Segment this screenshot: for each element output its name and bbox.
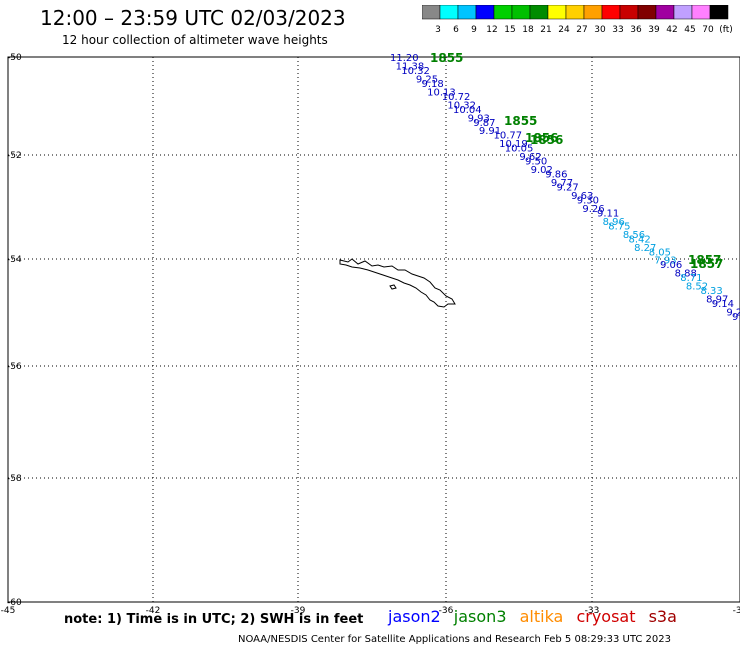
colorbar-label: 70 (702, 25, 714, 35)
legend-jason2: jason2 (388, 607, 441, 626)
wave-height-label: 8.27 (634, 243, 656, 254)
pass-time-label: 1855 (430, 51, 463, 65)
wave-height-label: 9.93 (468, 113, 490, 124)
wave-height-label: 7.93 (654, 256, 676, 267)
axis-labels: -50 -52 -54 -56 -58 -60-45 -42 -39 -36 -33 -30 (1, 53, 740, 616)
longitude-label: -39 (291, 606, 306, 616)
wave-height-label: 8.97 (706, 295, 728, 306)
wave-height-label: 9.25 (416, 74, 438, 85)
wave-height-label: 8.96 (603, 217, 625, 228)
colorbar-swatch (709, 5, 729, 20)
wave-height-colorbar: 3 6 9 12 15 18 21 24 27 30 33 36 39 42 45 70 (ft) (422, 5, 733, 35)
wave-height-label: 9.77 (551, 178, 573, 189)
pass-time-label: 1856 (525, 131, 558, 145)
colorbar-label: 45 (684, 25, 695, 35)
wave-height-label: 10.77 (494, 131, 523, 142)
wave-height-label: 9.11 (597, 208, 619, 219)
colorbar-label: 24 (558, 25, 570, 35)
wave-height-label: 10.72 (442, 92, 471, 103)
colorbar-label: 36 (630, 25, 642, 35)
colorbar-label: 39 (648, 25, 660, 35)
wave-height-label: 8.52 (686, 282, 708, 293)
wave-height-label: 10.13 (427, 87, 456, 98)
longitude-label: -45 (1, 606, 16, 616)
wave-height-label: 9.30 (577, 195, 599, 206)
wave-height-label: 11.38 (396, 61, 425, 72)
wave-height-label: 9.41 (732, 312, 740, 323)
wave-height-label: 8.05 (649, 247, 671, 258)
satellite-legend: jason2 jason3 altika cryosat s3a (388, 607, 685, 626)
graticule (7, 56, 740, 603)
colorbar-label: 12 (486, 25, 497, 35)
latitude-label: -52 (7, 151, 22, 161)
legend-altika: altika (519, 607, 564, 626)
colorbar-label: 6 (453, 25, 459, 35)
colorbar-label: 3 (435, 25, 441, 35)
wave-height-label: 8.42 (629, 234, 651, 245)
colorbar-label: 9 (471, 25, 477, 35)
wave-height-label: 10.32 (401, 66, 430, 77)
pass-time-label: 1857 (690, 257, 723, 271)
legend-cryosat: cryosat (576, 607, 636, 626)
longitude-label: -30 (733, 606, 740, 616)
colorbar-label: 42 (666, 25, 677, 35)
wave-height-label: 9.26 (582, 204, 604, 215)
legend-jason3: jason3 (453, 607, 507, 626)
colorbar-label: 18 (522, 25, 534, 35)
longitude-label: -36 (439, 606, 454, 616)
longitude-label: -33 (585, 606, 600, 616)
wave-height-label: 9.87 (473, 118, 495, 129)
colorbar-label: 33 (612, 25, 623, 35)
wave-height-label: 8.56 (623, 230, 645, 241)
colorbar-label: 21 (540, 25, 551, 35)
latitude-label: -56 (7, 362, 22, 372)
south-georgia-coastline (339, 258, 456, 308)
south-georgia-island-outline (339, 258, 456, 308)
wave-height-label: 9.63 (571, 191, 593, 202)
wave-height-label: 9.86 (545, 170, 567, 181)
wave-height-label: 11.20 (390, 53, 419, 64)
footer-note: note: 1) Time is in UTC; 2) SWH is in fe… (64, 612, 364, 627)
latitude-label: -60 (7, 598, 22, 608)
pass-time-label: 1855 (504, 114, 537, 128)
map-frame (7, 56, 740, 603)
wave-height-label: 8.75 (608, 221, 630, 232)
wave-height-label: 10.19 (499, 139, 528, 150)
wave-height-label: 10.32 (447, 100, 476, 111)
colorbar-label: 15 (504, 25, 515, 35)
footer-credit: NOAA/NESDIS Center for Satellite Applica… (238, 634, 671, 645)
page-subtitle: 12 hour collection of altimeter wave hei… (62, 33, 328, 47)
wave-height-label: 10.04 (453, 105, 482, 116)
wave-height-label: 9.62 (519, 152, 541, 163)
wave-height-label: 9.14 (712, 299, 734, 310)
wave-height-label: 9.50 (525, 157, 547, 168)
wave-height-label: 9.25 (726, 308, 740, 319)
longitude-label: -42 (146, 606, 161, 616)
wave-height-label: 8.88 (675, 269, 697, 280)
wave-height-label: 8.71 (680, 273, 702, 284)
wave-height-label: 10.05 (505, 144, 534, 155)
latitude-label: -54 (7, 255, 22, 265)
colorbar-label: (ft) (719, 25, 733, 35)
pass-time-label: 1857 (688, 253, 721, 267)
wave-height-label: 9.06 (660, 260, 682, 271)
legend-s3a: s3a (648, 607, 677, 626)
latitude-label: -58 (7, 474, 22, 484)
wave-height-label: 9.18 (422, 79, 444, 90)
wave-height-label: 8.33 (701, 286, 723, 297)
colorbar-label: 27 (576, 25, 587, 35)
colorbar-label: 30 (594, 25, 606, 35)
wave-height-label: 9.91 (479, 126, 501, 137)
pass-time-label: 1856 (530, 133, 563, 147)
latitude-label: -50 (7, 53, 22, 63)
wave-height-label: 9.27 (557, 183, 579, 194)
small-island-outline (389, 284, 397, 290)
page-title: 12:00 – 23:59 UTC 02/03/2023 (40, 6, 346, 30)
wave-height-label: 9.02 (531, 165, 553, 176)
satellite-track: 11.2011.3810.329.259.1810.1310.7210.3210… (390, 53, 740, 323)
